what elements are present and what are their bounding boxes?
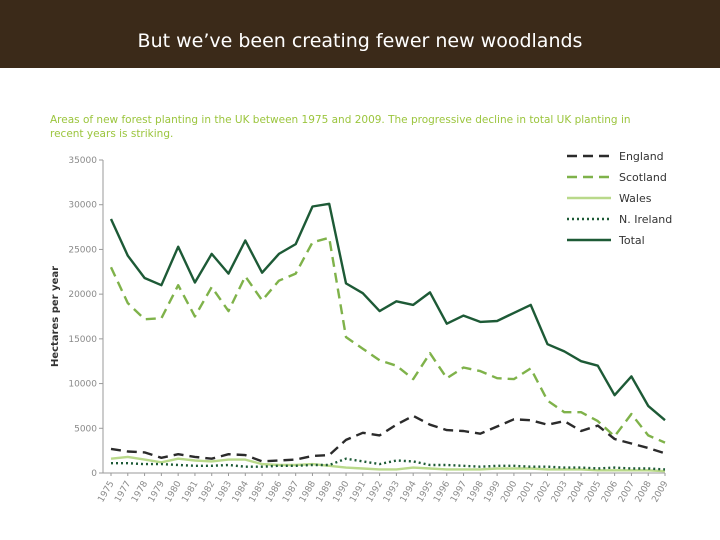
- y-tick-label: 5000: [74, 424, 97, 434]
- y-tick-label: 10000: [68, 380, 97, 390]
- x-tick-label: 2009: [650, 479, 670, 504]
- legend-label: Total: [618, 234, 645, 247]
- series-line-scotland: [109, 236, 666, 444]
- y-tick-label: 25000: [68, 245, 97, 255]
- legend-label: Wales: [619, 192, 652, 205]
- y-tick-label: 0: [91, 469, 97, 479]
- y-tick-label: 30000: [68, 201, 97, 211]
- legend-label: N. Ireland: [619, 213, 672, 226]
- legend-label: England: [619, 150, 664, 163]
- series-line-total: [109, 202, 666, 422]
- y-tick-label: 15000: [68, 335, 97, 345]
- title-bar: [0, 0, 720, 68]
- y-axis-label: Hectares per year: [50, 266, 61, 367]
- legend-label: Scotland: [619, 171, 667, 184]
- series-line-england: [110, 414, 666, 463]
- chart-caption: Areas of new forest planting in the UK b…: [50, 114, 631, 140]
- y-tick-label: 35000: [68, 156, 97, 166]
- y-tick-label: 20000: [68, 290, 97, 300]
- series-line-wales: [110, 455, 666, 473]
- slide-title: But we’ve been creating fewer new woodla…: [137, 30, 583, 52]
